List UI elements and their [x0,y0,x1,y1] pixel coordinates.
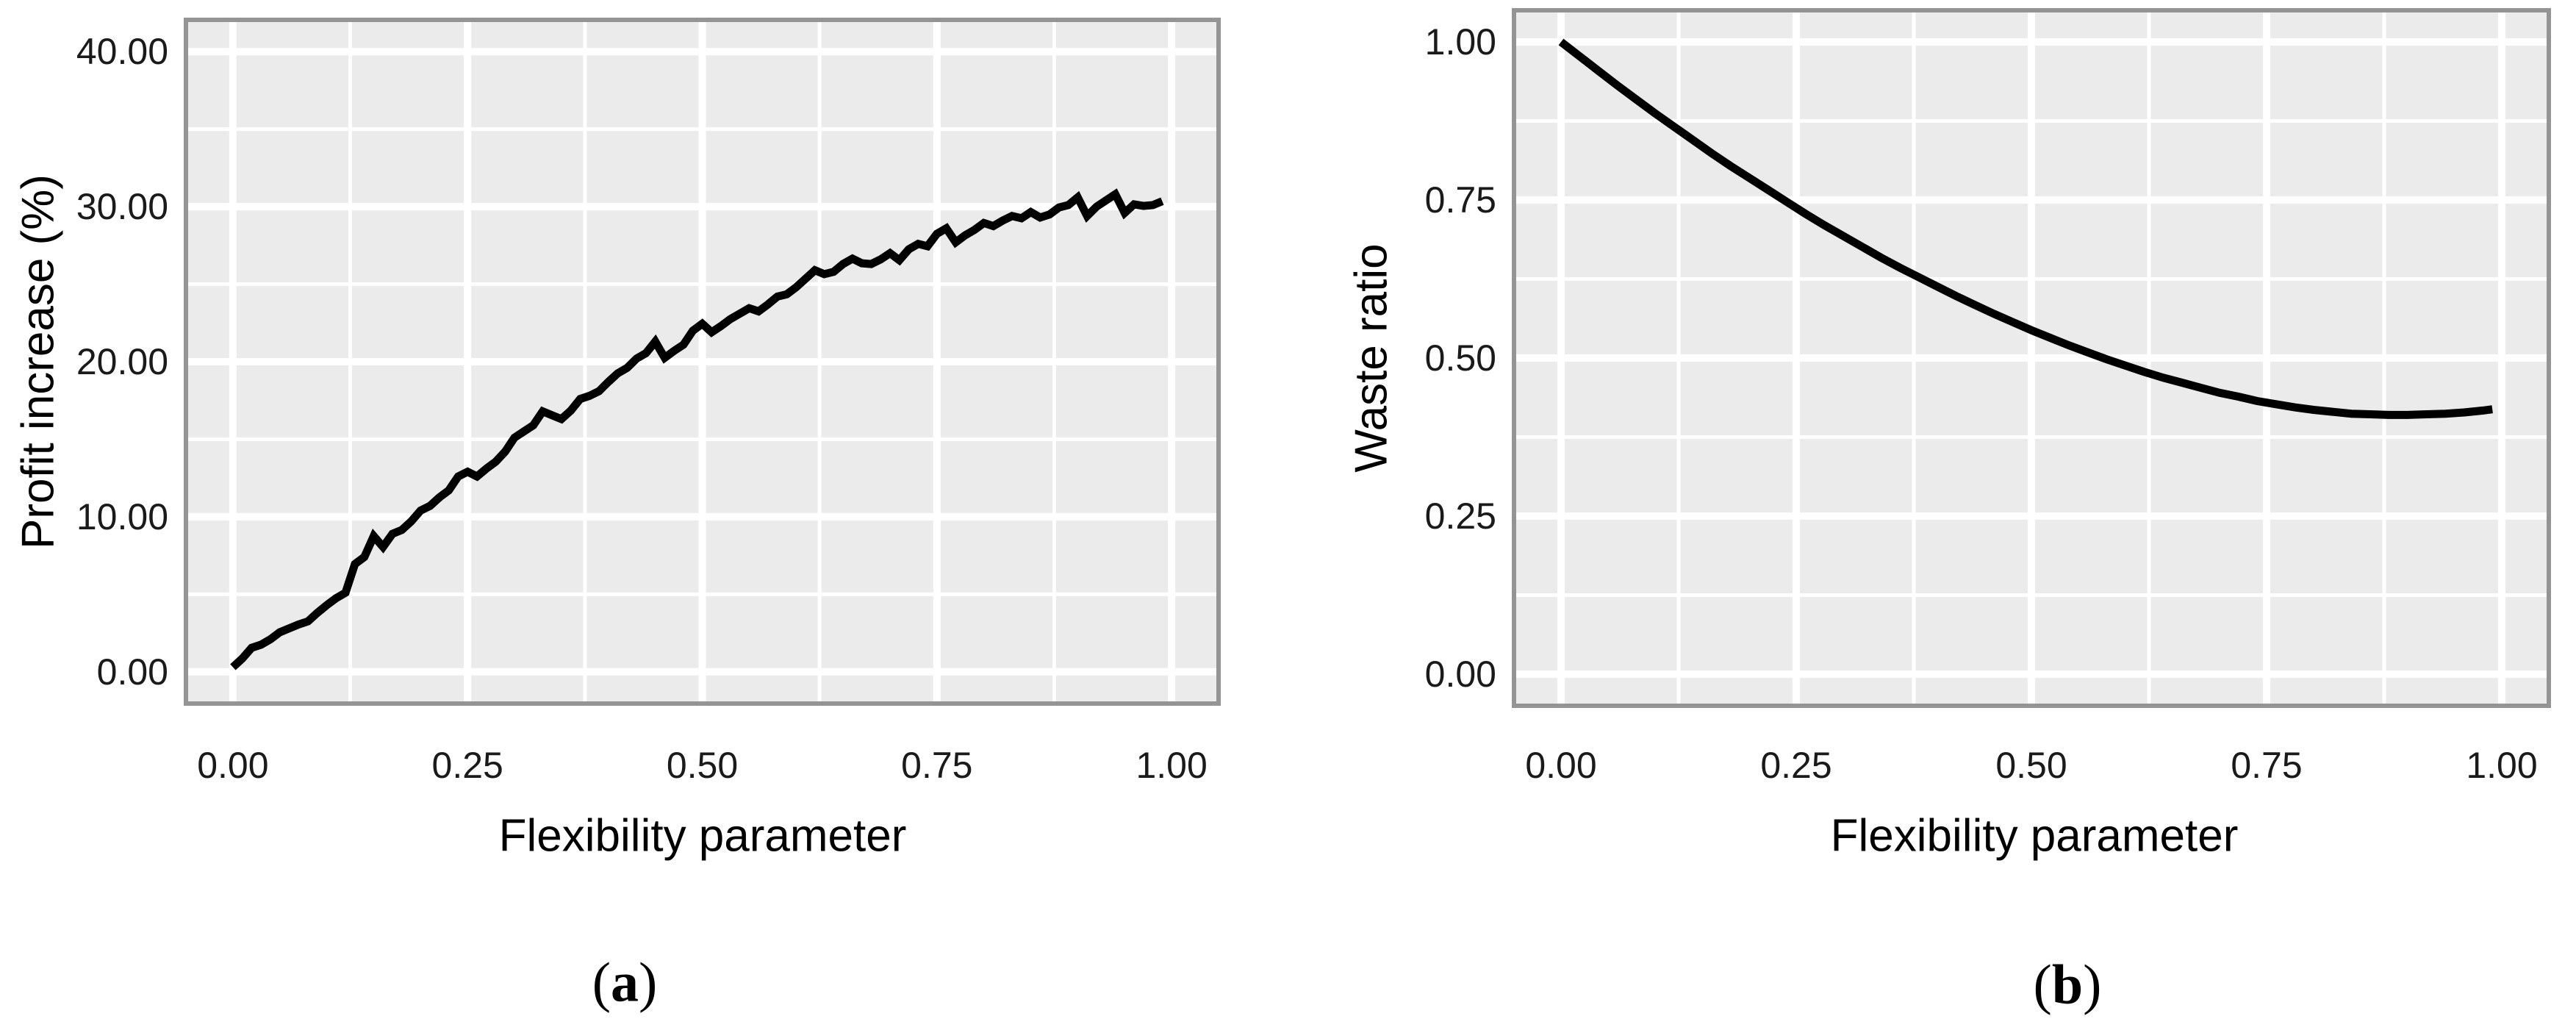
y-tick-label: 1.00 [1425,21,1496,62]
y-tick-label: 0.50 [1425,337,1496,379]
data-line-waste_ratio [1558,38,2493,419]
caption-b-letter: b [2051,954,2084,1016]
x-tick-label: 0.75 [901,745,972,786]
panel-border [184,18,1221,706]
y-axis-title-a: Profit increase (%) [12,174,64,549]
y-tick-label: 30.00 [76,186,168,227]
x-tick-label: 0.25 [1760,745,1831,786]
x-tick-label: 0.00 [197,745,268,786]
y-tick-label: 10.00 [76,496,168,537]
x-axis-title-b: Flexibility parameter [1830,810,2239,862]
caption-a: (a) [592,951,658,1015]
caption-b-paren-open: ( [2033,954,2052,1016]
x-axis-title-a: Flexibility parameter [498,810,907,862]
y-tick-label: 0.25 [1425,496,1496,537]
x-tick-label: 0.25 [432,745,503,786]
y-tick-label: 20.00 [76,341,168,382]
caption-a-paren-open: ( [592,951,611,1014]
caption-a-letter: a [611,951,639,1014]
y-tick-label: 40.00 [76,31,168,72]
y-tick-label: 0.00 [97,651,168,693]
y-tick-label: 0.75 [1425,179,1496,221]
y-axis-title-b: Waste ratio [1346,243,1397,473]
y-tick-label: 0.00 [1425,654,1496,695]
x-tick-label: 0.00 [1525,745,1596,786]
x-tick-label: 0.75 [2231,745,2302,786]
x-tick-label: 1.00 [2466,745,2537,786]
x-tick-label: 0.50 [1995,745,2067,786]
panel-border [1512,8,2551,708]
x-tick-label: 1.00 [1135,745,1207,786]
data-line-profit_increase_pct [230,188,1164,670]
x-tick-label: 0.50 [667,745,738,786]
caption-b-paren-close: ) [2083,954,2102,1016]
caption-b: (b) [2034,954,2102,1018]
caption-a-paren-close: ) [639,951,658,1014]
